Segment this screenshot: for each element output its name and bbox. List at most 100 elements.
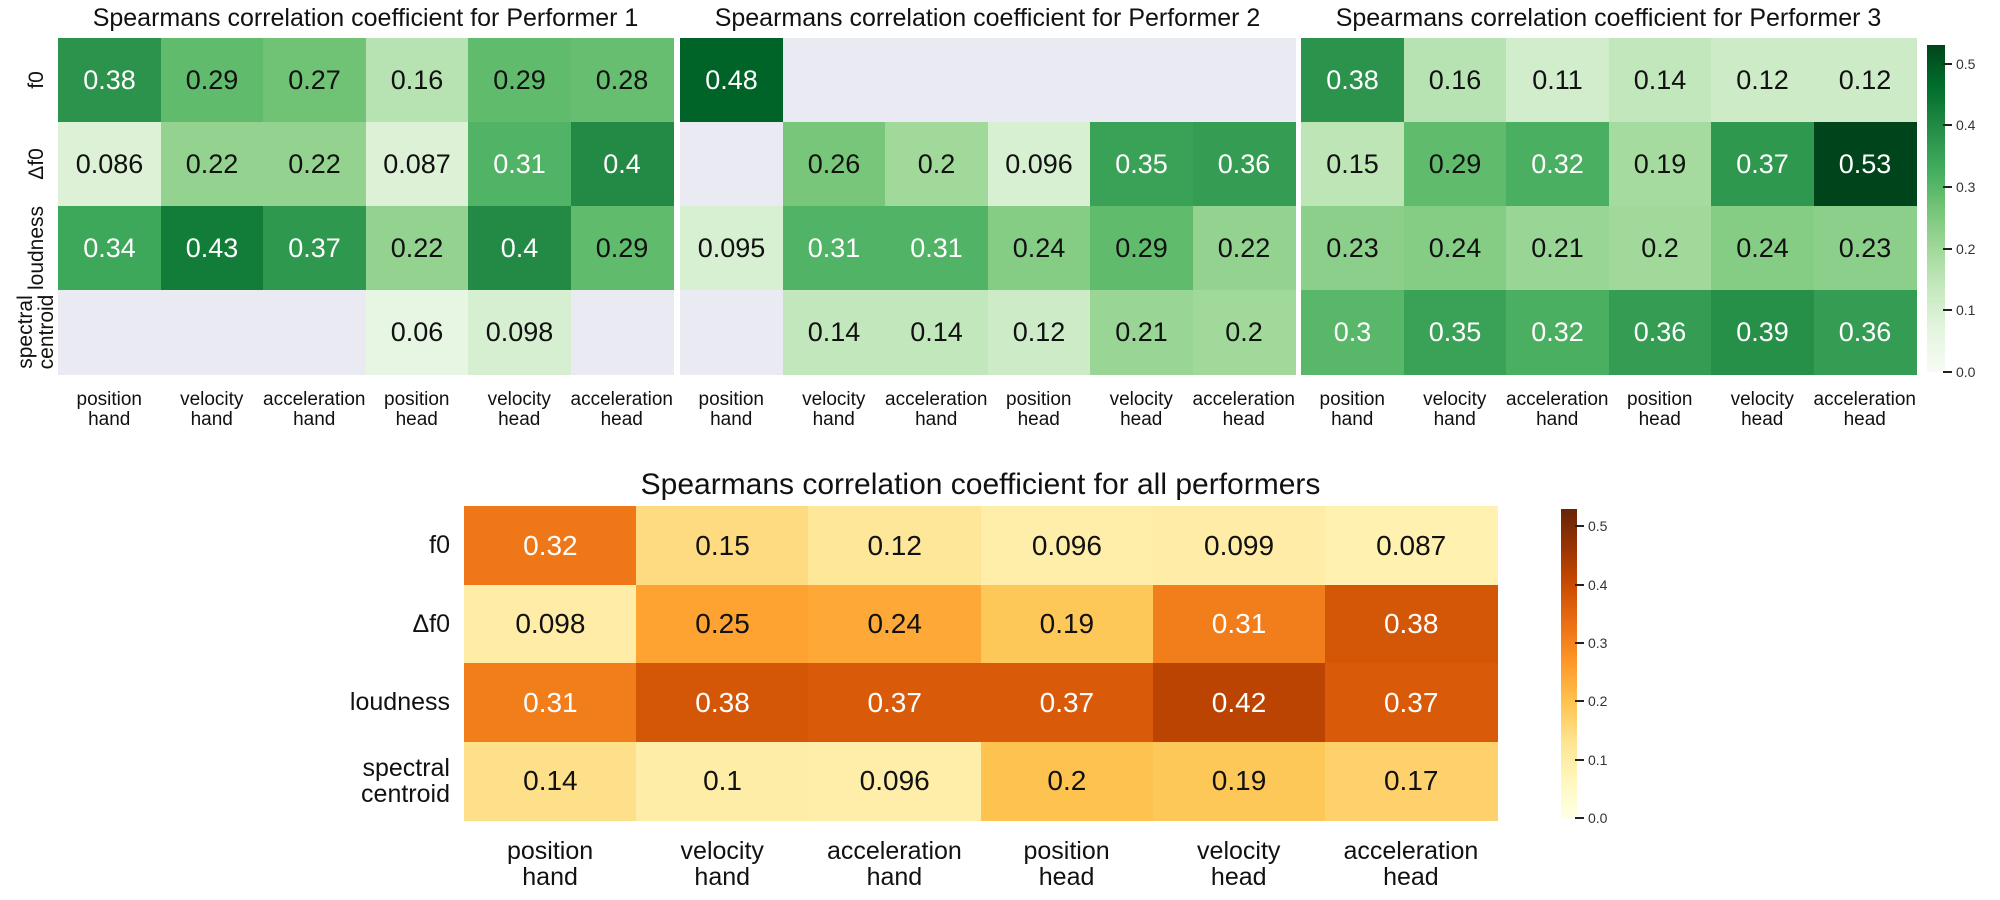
cell-value-label: 0.096 — [859, 765, 930, 797]
colorbar-tick-mark — [1575, 700, 1584, 703]
cell-value-label: 0.12 — [1012, 316, 1066, 347]
heatmap-cell: 0.48 — [680, 38, 784, 123]
cell-value-label: 0.39 — [1736, 316, 1789, 347]
colorbar-tick-label: 0.3 — [1956, 178, 1976, 195]
cell-value-label: 0.24 — [1428, 232, 1482, 263]
heatmap-cell: 0.2 — [885, 122, 989, 207]
heatmap-cell: 0.31 — [782, 206, 886, 291]
cell-value-label: 0.4 — [603, 148, 641, 179]
cell-value-label: 0.099 — [1204, 529, 1275, 561]
chart-title: Spearmans correlation coefficient for al… — [640, 468, 1321, 501]
y-tick-label: spectral centroid — [361, 753, 450, 808]
heatmap-cell: 0.29 — [570, 206, 674, 291]
heatmap-cell: 0.37 — [263, 206, 367, 291]
heatmap-cell: 0.22 — [263, 122, 367, 207]
cell-value-label: 0.1 — [703, 765, 742, 797]
heatmap-cell: 0.21 — [1506, 206, 1610, 291]
cell-value-label: 0.32 — [1531, 316, 1584, 347]
cell-value-label: 0.096 — [1031, 529, 1102, 561]
cell-value-label: 0.15 — [695, 529, 750, 561]
heatmap-cell: 0.19 — [980, 584, 1154, 664]
cell-value-label: 0.25 — [695, 608, 750, 640]
heatmap-cell: 0.4 — [570, 122, 674, 207]
colorbar-tick-label: 0.5 — [1956, 55, 1976, 72]
heatmap-cell: 0.38 — [1301, 38, 1405, 123]
cell-value-label: 0.19 — [1633, 148, 1687, 179]
heatmap-cell: 0.24 — [808, 584, 982, 664]
cell-value-label: 0.23 — [1326, 232, 1379, 263]
cell-value-label: 0.087 — [383, 148, 451, 179]
heatmap-cell: 0.22 — [365, 206, 469, 291]
x-tick-label: acceleration head — [1192, 389, 1295, 430]
heatmap-cell: 0.24 — [987, 206, 1091, 291]
colorbar-tick-mark — [1943, 124, 1952, 127]
cell-value-label: 0.17 — [1383, 765, 1439, 797]
heatmap-cell — [782, 38, 886, 123]
cell-value-label: 0.14 — [807, 316, 861, 347]
heatmap-cell — [160, 290, 264, 375]
x-tick-label: position hand — [506, 837, 594, 892]
cell-value-label: 0.29 — [493, 64, 546, 95]
heatmap-cell: 0.36 — [1608, 290, 1712, 375]
heatmap-cell — [987, 38, 1091, 123]
heatmap-cell: 0.29 — [468, 38, 572, 123]
x-tick-label: velocity head — [1730, 389, 1794, 430]
y-tick-label: spectral centroid — [14, 294, 58, 370]
cell-value-label: 0.38 — [695, 686, 750, 718]
cell-value-label: 0.29 — [1115, 232, 1168, 263]
cell-value-label: 0.3 — [1333, 316, 1372, 347]
heatmap-cell: 0.099 — [1152, 506, 1326, 586]
heatmap-cell: 0.37 — [1324, 663, 1498, 743]
colorbar-tick-mark — [1575, 642, 1584, 645]
heatmap-cell: 0.12 — [1711, 38, 1815, 123]
heatmap-cell: 0.35 — [1403, 290, 1507, 375]
heatmap-cell: 0.32 — [464, 506, 637, 586]
heatmap-cell: 0.43 — [160, 206, 264, 291]
cell-value-label: 0.35 — [1115, 148, 1168, 179]
heatmap-cell: 0.31 — [464, 663, 637, 743]
heatmap-cell: 0.4 — [468, 206, 572, 291]
cell-value-label: 0.42 — [1211, 686, 1267, 718]
y-tick-label: loudness — [24, 205, 48, 291]
cell-value-label: 0.43 — [185, 232, 239, 263]
cell-value-label: 0.12 — [1838, 64, 1892, 95]
heatmap-cell: 0.37 — [980, 663, 1154, 743]
heatmap-cell: 0.31 — [468, 122, 572, 207]
heatmap-cell — [263, 290, 367, 375]
cell-value-label: 0.37 — [1039, 686, 1095, 718]
heatmap-cell: 0.22 — [160, 122, 264, 207]
heatmap-cell: 0.24 — [1403, 206, 1507, 291]
colorbar-tick-label: 0.4 — [1588, 576, 1608, 593]
heatmap-cell: 0.29 — [1090, 206, 1194, 291]
cell-value-label: 0.35 — [1428, 316, 1482, 347]
cell-value-label: 0.31 — [523, 686, 578, 718]
cell-value-label: 0.11 — [1532, 64, 1583, 95]
heatmap-cell: 0.23 — [1813, 206, 1917, 291]
colorbar-tick-label: 0.1 — [1588, 751, 1608, 768]
cell-value-label: 0.32 — [523, 529, 578, 561]
cell-value-label: 0.37 — [288, 232, 341, 263]
heatmap-cell: 0.37 — [808, 663, 982, 743]
heatmap-cell: 0.2 — [1192, 290, 1296, 375]
y-tick-label: Δf0 — [412, 609, 450, 638]
cell-value-label: 0.16 — [1428, 64, 1482, 95]
cell-value-label: 0.22 — [1217, 232, 1271, 263]
heatmap-cell: 0.36 — [1813, 290, 1917, 375]
cell-value-label: 0.31 — [493, 148, 546, 179]
heatmap-cell: 0.14 — [885, 290, 989, 375]
cell-value-label: 0.19 — [1211, 765, 1267, 797]
heatmap-cell: 0.096 — [980, 506, 1154, 586]
heatmap-cell: 0.27 — [263, 38, 367, 123]
cell-value-label: 0.22 — [288, 148, 341, 179]
colorbar-tick-mark — [1943, 62, 1952, 65]
x-tick-label: acceleration head — [570, 389, 673, 430]
heatmap-cell: 0.098 — [464, 584, 637, 664]
heatmap-cell: 0.17 — [1324, 741, 1498, 821]
cell-value-label: 0.32 — [1531, 148, 1584, 179]
heatmap-cell: 0.095 — [680, 206, 784, 291]
heatmap-cell: 0.096 — [987, 122, 1091, 207]
x-tick-label: position head — [1023, 837, 1110, 892]
heatmap-cell: 0.096 — [808, 741, 982, 821]
heatmap-cell: 0.35 — [1090, 122, 1194, 207]
heatmap-cell — [58, 290, 162, 375]
